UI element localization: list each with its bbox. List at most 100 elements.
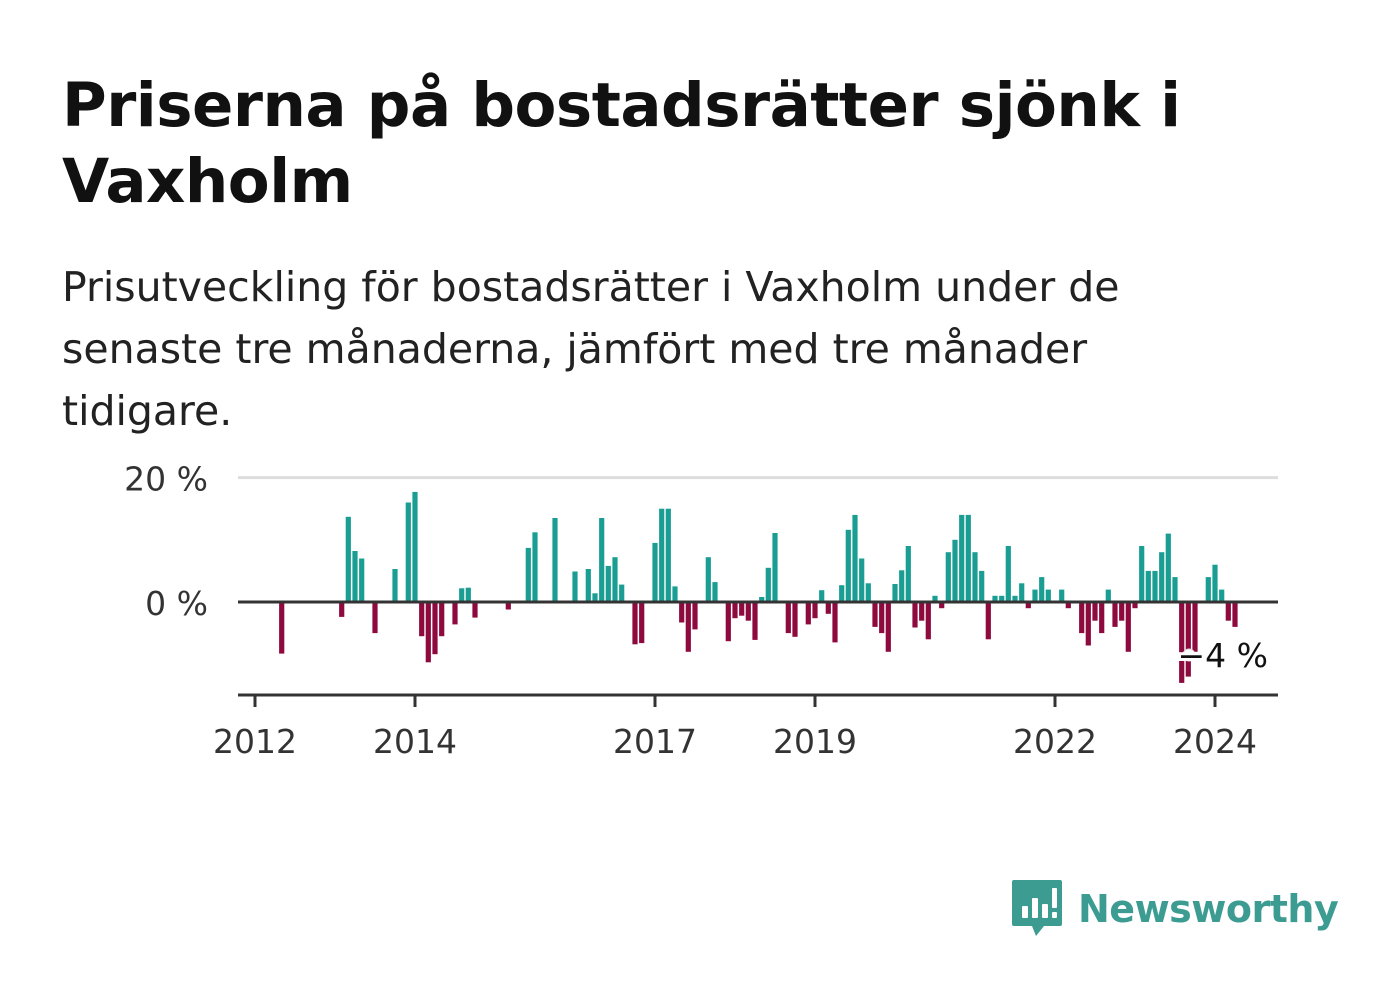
bar-2021-01 [972, 552, 978, 602]
x-tick-label: 2019 [773, 722, 857, 761]
bar-2017-12 [725, 602, 731, 642]
bar-2018-09 [785, 602, 791, 634]
bar-2020-09 [945, 552, 951, 602]
chart-subtitle: Prisutveckling för bostadsrätter i Vaxho… [62, 263, 1120, 435]
bar-2014-10 [472, 602, 478, 618]
x-tick-label: 2012 [213, 722, 297, 761]
bar-2020-05 [919, 602, 925, 621]
bar-2020-06 [925, 602, 931, 640]
bar-2019-04 [832, 602, 838, 643]
bar-2019-09 [865, 583, 871, 602]
brand-name: Newsworthy [1078, 887, 1339, 931]
bar-2015-06 [525, 547, 531, 602]
bar-2014-08 [459, 588, 465, 602]
labels: 0 % 20 % 2012 2014 2017 2019 2022 2024 −4 % [124, 460, 1271, 761]
bar-2014-02 [419, 602, 425, 637]
bar-2021-08 [1019, 583, 1025, 602]
bar-2014-01 [412, 491, 418, 602]
bar-2022-11 [1119, 602, 1125, 621]
bar-2022-07 [1092, 602, 1098, 621]
bar-2020-03 [905, 546, 911, 602]
bar-2023-12 [1205, 577, 1211, 602]
bar-2015-03 [505, 602, 511, 610]
bar-2016-08 [619, 584, 625, 602]
bar-2018-05 [759, 597, 765, 602]
bar-2018-01 [732, 602, 738, 619]
bar-2021-09 [1025, 602, 1031, 609]
bar-2017-10 [712, 582, 718, 602]
bar-2022-09 [1105, 589, 1111, 602]
bar-2024-02 [1219, 589, 1225, 602]
bar-2020-01 [892, 584, 898, 602]
bar-2023-06 [1165, 533, 1171, 602]
bar-2019-07 [852, 514, 858, 602]
y-tick-label: 20 % [124, 460, 208, 499]
bar-2020-02 [899, 570, 905, 602]
bar-2023-03 [1145, 570, 1151, 602]
bar-2020-07 [932, 595, 938, 602]
bar-2019-02 [819, 590, 825, 602]
bar-2016-03 [585, 569, 591, 602]
axes [238, 600, 1278, 707]
bar-2017-07 [692, 602, 698, 630]
bar-2016-10 [632, 602, 638, 645]
bar-2018-10 [792, 602, 798, 637]
bar-2018-12 [805, 602, 811, 625]
last-value-label: −4 % [1178, 636, 1269, 675]
bar-2021-02 [979, 570, 985, 602]
bar-2017-03 [665, 508, 671, 602]
bar-2017-09 [705, 557, 711, 602]
x-tick-label: 2017 [613, 722, 697, 761]
bar-chart: 0 % 20 % 2012 2014 2017 2019 2022 2024 −4 % [124, 460, 1278, 761]
bar-2022-03 [1065, 602, 1071, 609]
bar-2023-09 [1185, 602, 1191, 677]
bar-2023-01 [1132, 602, 1138, 609]
bar-2013-07 [372, 602, 378, 634]
bar-2019-01 [812, 602, 818, 619]
bar-2013-04 [352, 551, 358, 602]
y-tick-label: 0 % [145, 584, 208, 623]
bar-2016-07 [612, 557, 618, 602]
bar-2019-12 [885, 602, 891, 652]
bar-2013-03 [345, 516, 351, 602]
bar-2018-02 [739, 602, 745, 616]
bar-2024-03 [1225, 602, 1231, 621]
bar-2021-04 [992, 595, 998, 602]
bar-2019-11 [879, 602, 885, 634]
bar-2016-06 [605, 565, 611, 602]
bar-2022-08 [1099, 602, 1105, 634]
bar-2021-05 [999, 595, 1005, 602]
bar-2021-12 [1045, 589, 1051, 602]
bar-2020-10 [952, 539, 958, 602]
bar-2017-02 [659, 508, 665, 602]
bar-2022-05 [1079, 602, 1085, 634]
bar-2013-02 [339, 602, 345, 617]
bar-2021-10 [1032, 589, 1038, 602]
bar-2022-10 [1112, 602, 1118, 627]
bar-2019-08 [859, 558, 865, 602]
bar-2019-10 [872, 602, 878, 627]
bar-2023-02 [1139, 546, 1145, 602]
bar-2013-05 [359, 558, 365, 602]
bar-2024-01 [1212, 564, 1218, 602]
bar-2022-06 [1085, 602, 1091, 646]
chart-title: Priserna på bostadsrätter sjönk i Vaxhol… [62, 70, 1181, 217]
bar-2013-12 [405, 502, 411, 602]
bar-2015-07 [532, 532, 538, 602]
bar-2021-03 [985, 602, 991, 640]
bar-2020-11 [959, 514, 965, 602]
bar-2018-07 [772, 533, 778, 602]
x-tick-label: 2024 [1173, 722, 1257, 761]
bar-series [279, 491, 1238, 683]
bar-2014-07 [452, 602, 458, 625]
bar-2017-05 [679, 602, 685, 623]
bar-2012-05 [279, 602, 285, 654]
bar-2019-05 [839, 585, 845, 602]
last-value-marker [1182, 648, 1196, 662]
bar-2014-05 [439, 602, 445, 637]
bar-2017-01 [652, 542, 658, 602]
bar-2017-06 [685, 602, 691, 652]
bar-2021-06 [1005, 546, 1011, 602]
bar-2023-10 [1192, 602, 1198, 652]
bar-2014-03 [425, 602, 431, 663]
